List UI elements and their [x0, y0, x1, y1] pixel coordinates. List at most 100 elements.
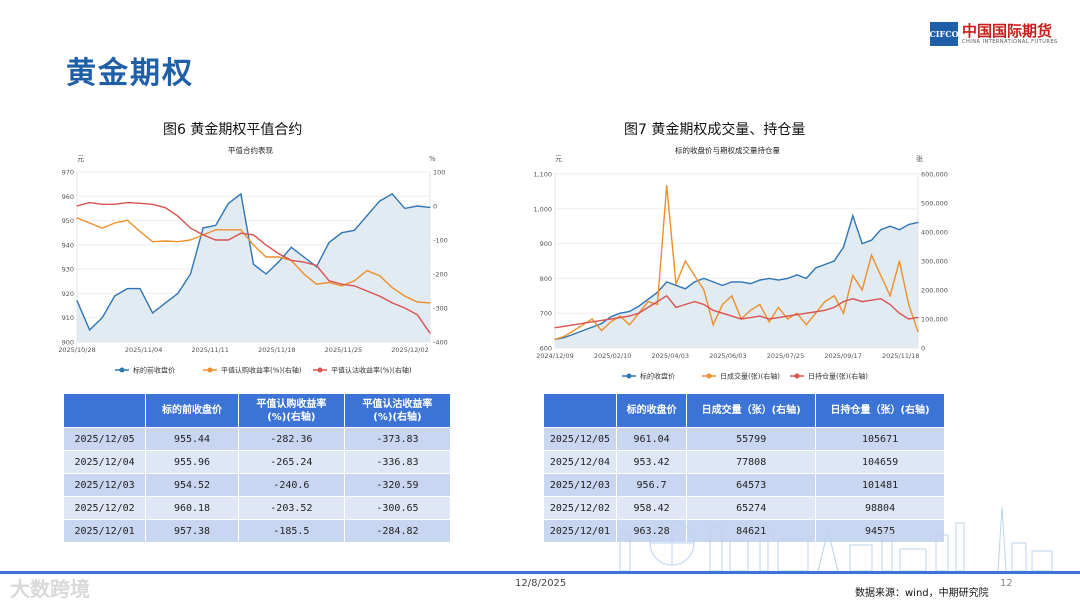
table-right: 标的收盘价 日成交量（张）(右轴) 日持仓量（张）(右轴) 2025/12/05 96…: [543, 393, 945, 543]
chart1-series-point-0: [265, 273, 267, 275]
table-right-value-cell: 55799: [686, 427, 817, 451]
table-right-value-cell: 963.28: [615, 519, 688, 543]
table-left-row: 2025/12/04 955.96 -265.24 -336.83: [62, 450, 452, 474]
chart2-legend-label-1: 日成交量(张)(右轴): [720, 372, 780, 381]
table-right-date-cell: 2025/12/02: [543, 496, 617, 520]
table-right-row: 2025/12/01 963.28 84621 94575: [543, 519, 945, 543]
chart2-series-point-0: [852, 215, 854, 217]
chart1-series-point-1: [164, 240, 166, 242]
chart2-series-point-0: [861, 243, 863, 245]
chart2-series-point-0: [759, 279, 761, 281]
chart2-series-point-0: [582, 330, 584, 332]
chart2-series-point-0: [833, 260, 835, 262]
table-right-value-cell: 64573: [686, 473, 817, 497]
chart2-series-point-1: [861, 289, 863, 291]
chart2-series-point-1: [815, 312, 817, 314]
chart1-legend-marker-1: [207, 367, 213, 373]
chart2-series-point-2: [908, 318, 910, 320]
chart2-y-tick-label: 600: [540, 345, 552, 353]
chart2-series-point-2: [833, 306, 835, 308]
chart1-series-point-2: [139, 202, 141, 204]
table-right-value-cell: 953.42: [615, 450, 688, 474]
chart1-series-point-1: [227, 229, 229, 231]
chart2-series-point-2: [861, 301, 863, 303]
chart2-series-point-2: [656, 301, 658, 303]
chart1-x-tick-label: 2025/11/18: [258, 346, 295, 354]
chart1-y2-tick-label: 0: [433, 203, 437, 211]
chart2-series-point-0: [889, 225, 891, 227]
chart2-series-point-2: [666, 295, 668, 297]
table-left-value-cell: -284.82: [343, 519, 452, 543]
chart1-series-point-1: [152, 241, 154, 243]
footer-source: 数据来源：wind，中期研究院: [855, 588, 989, 599]
chart1-y-tick-label: 900: [62, 339, 74, 347]
table-left: 标的前收盘价 平值认购收益率 (%)(右轴) 平值认沽收益率 (%)(右轴) 2025/…: [62, 393, 452, 543]
table-left-value-cell: -373.83: [343, 427, 452, 451]
chart2-series-point-0: [628, 310, 631, 313]
company-logo: CIFCO 中国国际期货 CHINA INTERNATIONAL FUTURES: [929, 22, 1058, 46]
chart2-series-point-1: [694, 274, 696, 277]
chart2-series-point-0: [880, 229, 882, 231]
table-left-value-cell: -336.83: [343, 450, 452, 474]
chart1-series-point-0: [114, 295, 116, 297]
chart2-legend-label-0: 标的收盘价: [640, 372, 675, 381]
chart2-series-point-2: [796, 314, 798, 316]
chart1-series-point-2: [391, 302, 393, 304]
chart1-series-point-0: [404, 207, 406, 210]
chart2-series-point-2: [638, 312, 640, 314]
table-left-date-cell: 2025/12/04: [62, 450, 147, 474]
table-right-row: 2025/12/02 958.42 65274 98804: [543, 496, 945, 520]
chart2-series-point-0: [647, 298, 649, 300]
chart2-y-tick-label: 1,100: [533, 171, 552, 179]
chart2-right-unit: 张: [916, 154, 923, 163]
table-right-row: 2025/12/04 953.42 77808 104659: [543, 450, 945, 474]
table-left-value-cell: -203.52: [237, 496, 345, 520]
chart1-legend-label-0: 标的前收盘价: [133, 366, 175, 375]
chart1-series-point-1: [89, 222, 91, 224]
table-right-value-cell: 958.42: [615, 496, 688, 520]
chart2-series-point-2: [619, 316, 621, 319]
chart2-series-point-1: [731, 295, 733, 297]
table-right-header-cell: 标的收盘价: [615, 393, 688, 428]
chart2-series-point-1: [675, 283, 677, 285]
chart1-series-point-2: [240, 232, 242, 234]
chart1-x-tick-label: 2025/11/11: [191, 346, 228, 354]
chart1-series-point-1: [240, 229, 242, 231]
chart1-series-point-1: [189, 239, 192, 241]
chart2-series-point-1: [852, 274, 854, 277]
chart2-series-point-1: [796, 312, 798, 314]
chart2-series-point-0: [908, 223, 910, 226]
chart1-y-tick-label: 950: [62, 217, 74, 225]
chart1-legend-marker-0: [119, 367, 125, 373]
chart2-series-point-2: [554, 327, 556, 329]
chart2-series-point-2: [815, 311, 817, 313]
chart2-series-point-1: [582, 324, 584, 326]
chart2-series-point-0: [666, 281, 668, 283]
chart1-series-point-2: [189, 227, 192, 229]
chart1-y-tick-label: 930: [62, 266, 74, 274]
watermark: 大数跨境: [10, 577, 90, 601]
table-right-value-cell: 104659: [815, 450, 945, 474]
chart2-series-point-2: [917, 316, 919, 318]
chart2-series-point-2: [787, 315, 789, 317]
chart2-series-point-0: [694, 281, 696, 283]
chart1-series-point-2: [404, 307, 406, 309]
chart1-series-point-2: [353, 285, 355, 287]
logo-name-en: CHINA INTERNATIONAL FUTURES: [962, 39, 1058, 45]
table-left-value-cell: -320.59: [343, 473, 452, 497]
chart1-series-point-2: [152, 203, 154, 205]
chart1-series-point-1: [416, 301, 418, 303]
chart1-series-point-0: [378, 200, 381, 202]
chart1-y-tick-label: 910: [62, 314, 74, 322]
chart2-series-point-0: [638, 305, 640, 307]
chart2-series-point-2: [824, 309, 826, 311]
logo-mark: CIFCO: [929, 22, 959, 46]
chart1-x-tick-label: 2025/11/25: [325, 346, 362, 354]
chart1-series-point-0: [89, 329, 91, 331]
chart2-series-point-0: [721, 284, 724, 286]
chart1-series-point-1: [126, 219, 129, 221]
chart1-series-point-0: [278, 261, 280, 263]
table-left-header-cell: [62, 393, 147, 428]
chart1-y2-tick-label: -300: [433, 305, 448, 313]
chart1-series-point-0: [416, 205, 418, 207]
